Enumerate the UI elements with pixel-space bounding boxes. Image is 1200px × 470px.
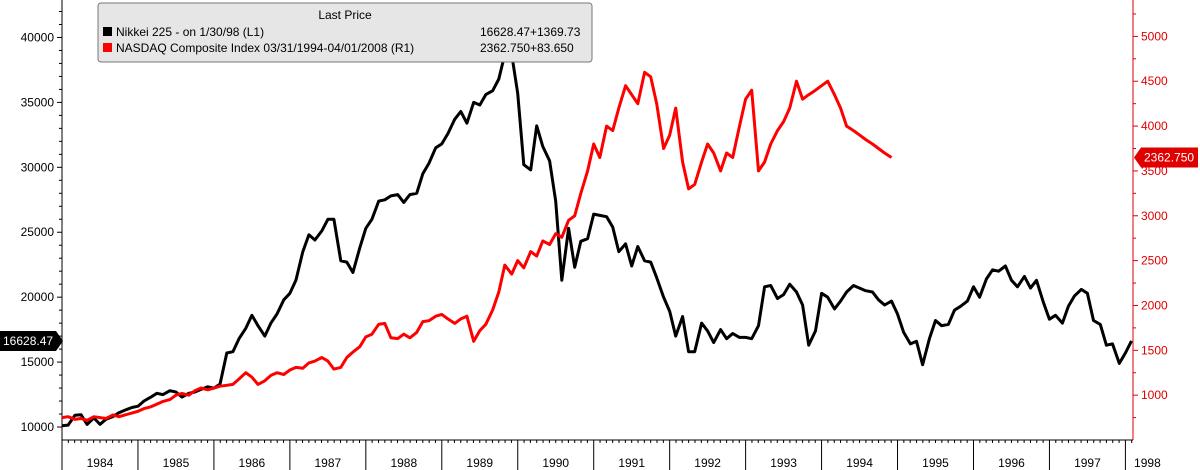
- x-tick-label: 1994: [846, 456, 873, 470]
- right-tick-label: 1500: [1141, 343, 1168, 357]
- x-tick-label: 1987: [314, 456, 341, 470]
- left-tick-label: 35000: [21, 95, 55, 109]
- left-tick-label: 20000: [21, 290, 55, 304]
- x-tick-label: 1990: [542, 456, 569, 470]
- right-tick-label: 3000: [1141, 209, 1168, 223]
- left-tick-label: 15000: [21, 355, 55, 369]
- left-tick-label: 25000: [21, 225, 55, 239]
- x-tick-label: 1986: [239, 456, 266, 470]
- right-tick-label: 4000: [1141, 119, 1168, 133]
- left-tick-label: 30000: [21, 160, 55, 174]
- right-tick-label: 5000: [1141, 29, 1168, 43]
- nasdaq-series-line: [61, 70, 893, 422]
- legend-entry-change: +1369.73: [530, 25, 581, 39]
- x-tick-label: 1985: [163, 456, 190, 470]
- x-tick-label: 1992: [694, 456, 721, 470]
- x-tick-label: 1997: [1074, 456, 1101, 470]
- nikkei-legend-swatch: [103, 27, 112, 36]
- x-tick-label: 1993: [770, 456, 797, 470]
- x-tick-label: 1998: [1134, 456, 1161, 470]
- x-tick-label: 1991: [618, 456, 645, 470]
- legend-entry-label: NASDAQ Composite Index 03/31/1994-04/01/…: [116, 41, 414, 55]
- legend-entry-value: 2362.750: [480, 41, 530, 55]
- legend-title: Last Price: [318, 8, 372, 22]
- x-tick-label: 1984: [87, 456, 114, 470]
- left-last-value-text: 16628.47: [3, 334, 53, 348]
- right-tick-label: 2500: [1141, 254, 1168, 268]
- left-tick-label: 40000: [21, 30, 55, 44]
- nasdaq-legend-swatch: [103, 43, 112, 52]
- legend-box: [97, 2, 593, 63]
- x-tick-label: 1995: [922, 456, 949, 470]
- legend-entry-label: Nikkei 225 - on 1/30/98 (L1): [116, 25, 264, 39]
- x-tick-label: 1996: [998, 456, 1025, 470]
- right-last-value-tag: [1134, 147, 1198, 168]
- right-tick-label: 2000: [1141, 298, 1168, 312]
- left-tick-label: 10000: [21, 420, 55, 434]
- right-tick-label: 4500: [1141, 74, 1168, 88]
- x-tick-label: 1989: [466, 456, 493, 470]
- right-last-value-text: 2362.750: [1144, 150, 1194, 164]
- x-tick-label: 1988: [390, 456, 417, 470]
- nikkei-series-line: [61, 52, 1133, 428]
- legend-entry-value: 16628.47: [480, 25, 530, 39]
- left-last-value-tag: [0, 330, 63, 351]
- right-tick-label: 1000: [1141, 388, 1168, 402]
- legend-entry-change: +83.650: [530, 41, 574, 55]
